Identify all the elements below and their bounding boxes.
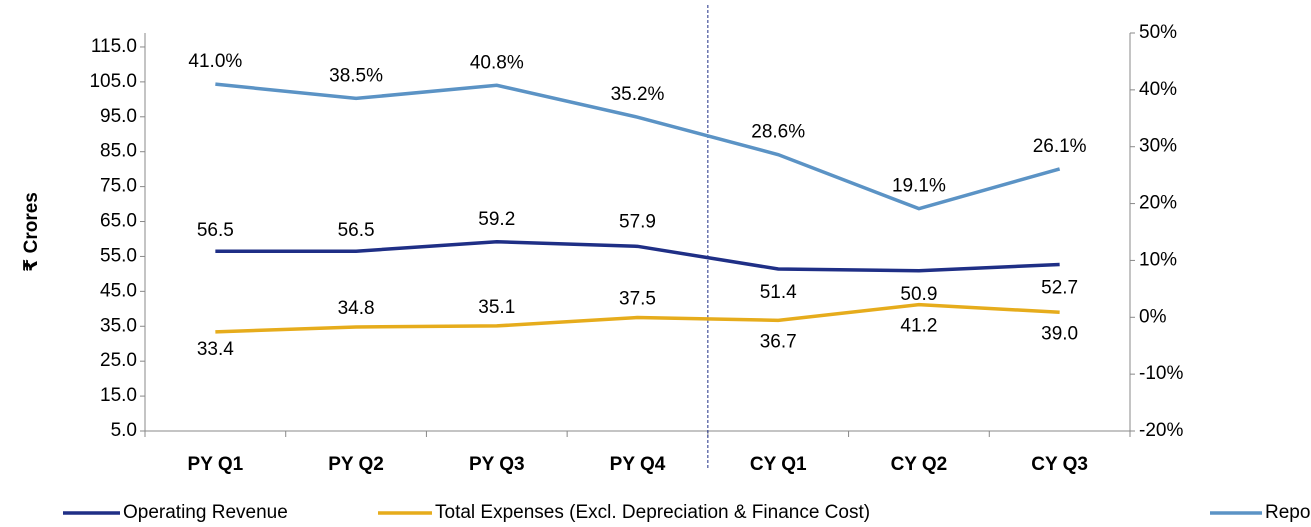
data-label: 35.1: [478, 297, 515, 318]
y-tick-label: 65.0: [100, 211, 137, 232]
data-label: 19.1%: [892, 176, 946, 197]
data-label: 51.4: [760, 282, 797, 303]
y2-tick-label: 20%: [1139, 193, 1177, 214]
y-tick-label: 55.0: [100, 245, 137, 266]
y2-tick-label: 0%: [1139, 306, 1167, 327]
y2-tick-label: 50%: [1139, 22, 1177, 43]
data-label: 59.2: [478, 209, 515, 230]
x-tick-label: CY Q1: [750, 454, 807, 475]
data-label: 38.5%: [329, 65, 383, 86]
data-label: 37.5: [619, 289, 656, 310]
y-axis-label: ₹ Crores: [21, 192, 42, 272]
legend-label: Total Expenses (Excl. Depreciation & Fin…: [435, 502, 870, 523]
y-tick-label: 25.0: [100, 350, 137, 371]
data-label: 39.0: [1041, 323, 1078, 344]
series-line: [215, 302, 1060, 334]
y-tick-label: 5.0: [111, 420, 137, 441]
data-label: 33.4: [197, 339, 234, 360]
y-tick-label: 45.0: [100, 280, 137, 301]
x-tick-label: PY Q2: [328, 454, 384, 475]
y2-tick-label: -20%: [1139, 420, 1183, 441]
y-tick-label: 15.0: [100, 385, 137, 406]
x-tick-label: CY Q3: [1031, 454, 1088, 475]
data-label: 34.8: [338, 298, 375, 319]
data-label: 41.0%: [188, 51, 242, 72]
y-tick-label: 105.0: [89, 71, 137, 92]
data-label: 41.2: [900, 316, 937, 337]
y-tick-label: 75.0: [100, 176, 137, 197]
x-tick-label: PY Q3: [469, 454, 525, 475]
data-label: 56.5: [197, 220, 234, 241]
x-tick-label: CY Q2: [891, 454, 948, 475]
data-label: 28.6%: [751, 122, 805, 143]
y-tick-label: 85.0: [100, 141, 137, 162]
data-label: 26.1%: [1033, 136, 1087, 157]
x-tick-label: PY Q4: [610, 454, 666, 475]
legend-label: Reported margins %: [1265, 502, 1311, 523]
y-tick-label: 115.0: [91, 36, 137, 57]
data-label: 56.5: [338, 220, 375, 241]
y2-tick-label: 40%: [1139, 79, 1177, 100]
y-tick-label: 35.0: [100, 315, 137, 336]
data-label: 35.2%: [611, 84, 665, 105]
data-label: 36.7: [760, 331, 797, 352]
data-label: 40.8%: [470, 52, 524, 73]
y-tick-label: 95.0: [100, 106, 137, 127]
x-tick-label: PY Q1: [188, 454, 244, 475]
data-label: 57.9: [619, 211, 656, 232]
series-line: [215, 82, 1061, 211]
data-label: 52.7: [1041, 277, 1078, 298]
legend-label: Operating Revenue: [123, 502, 288, 523]
series-line: [215, 240, 1060, 273]
y2-tick-label: 10%: [1139, 249, 1177, 270]
data-label: 50.9: [900, 284, 937, 305]
y2-tick-label: 30%: [1139, 136, 1177, 157]
y2-tick-label: -10%: [1139, 363, 1183, 384]
